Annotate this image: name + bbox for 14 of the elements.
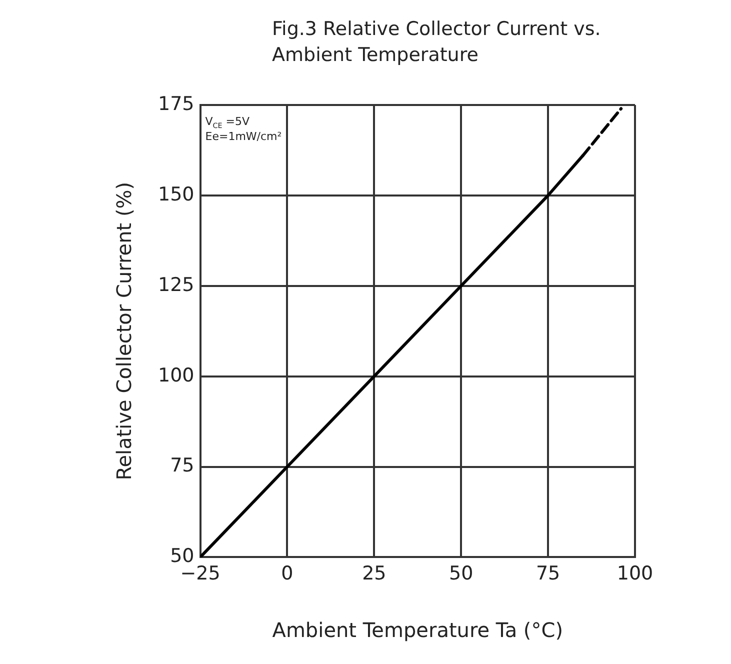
chart-title: Fig.3 Relative Collector Current vs. Ambient Temperature — [272, 17, 602, 68]
y-tick-label: 75 — [170, 454, 194, 477]
x-tick-label: 50 — [449, 562, 474, 585]
x-tick-label: 25 — [362, 562, 386, 585]
y-axis-title: Relative Collector Current (%) — [112, 182, 136, 480]
x-tick-label: 75 — [536, 562, 560, 585]
annotation: Ee=1mW/cm² — [205, 130, 282, 143]
y-tick-label: 150 — [158, 183, 194, 206]
y-tick-label: 125 — [158, 274, 194, 296]
x-tick-label: 0 — [281, 562, 294, 585]
x-axis-title: Ambient Temperature Ta (°C) — [272, 618, 563, 642]
y-tick-label: 100 — [158, 364, 194, 386]
x-tick-label: 100 — [616, 562, 654, 585]
y-tick-label: 175 — [158, 92, 194, 115]
